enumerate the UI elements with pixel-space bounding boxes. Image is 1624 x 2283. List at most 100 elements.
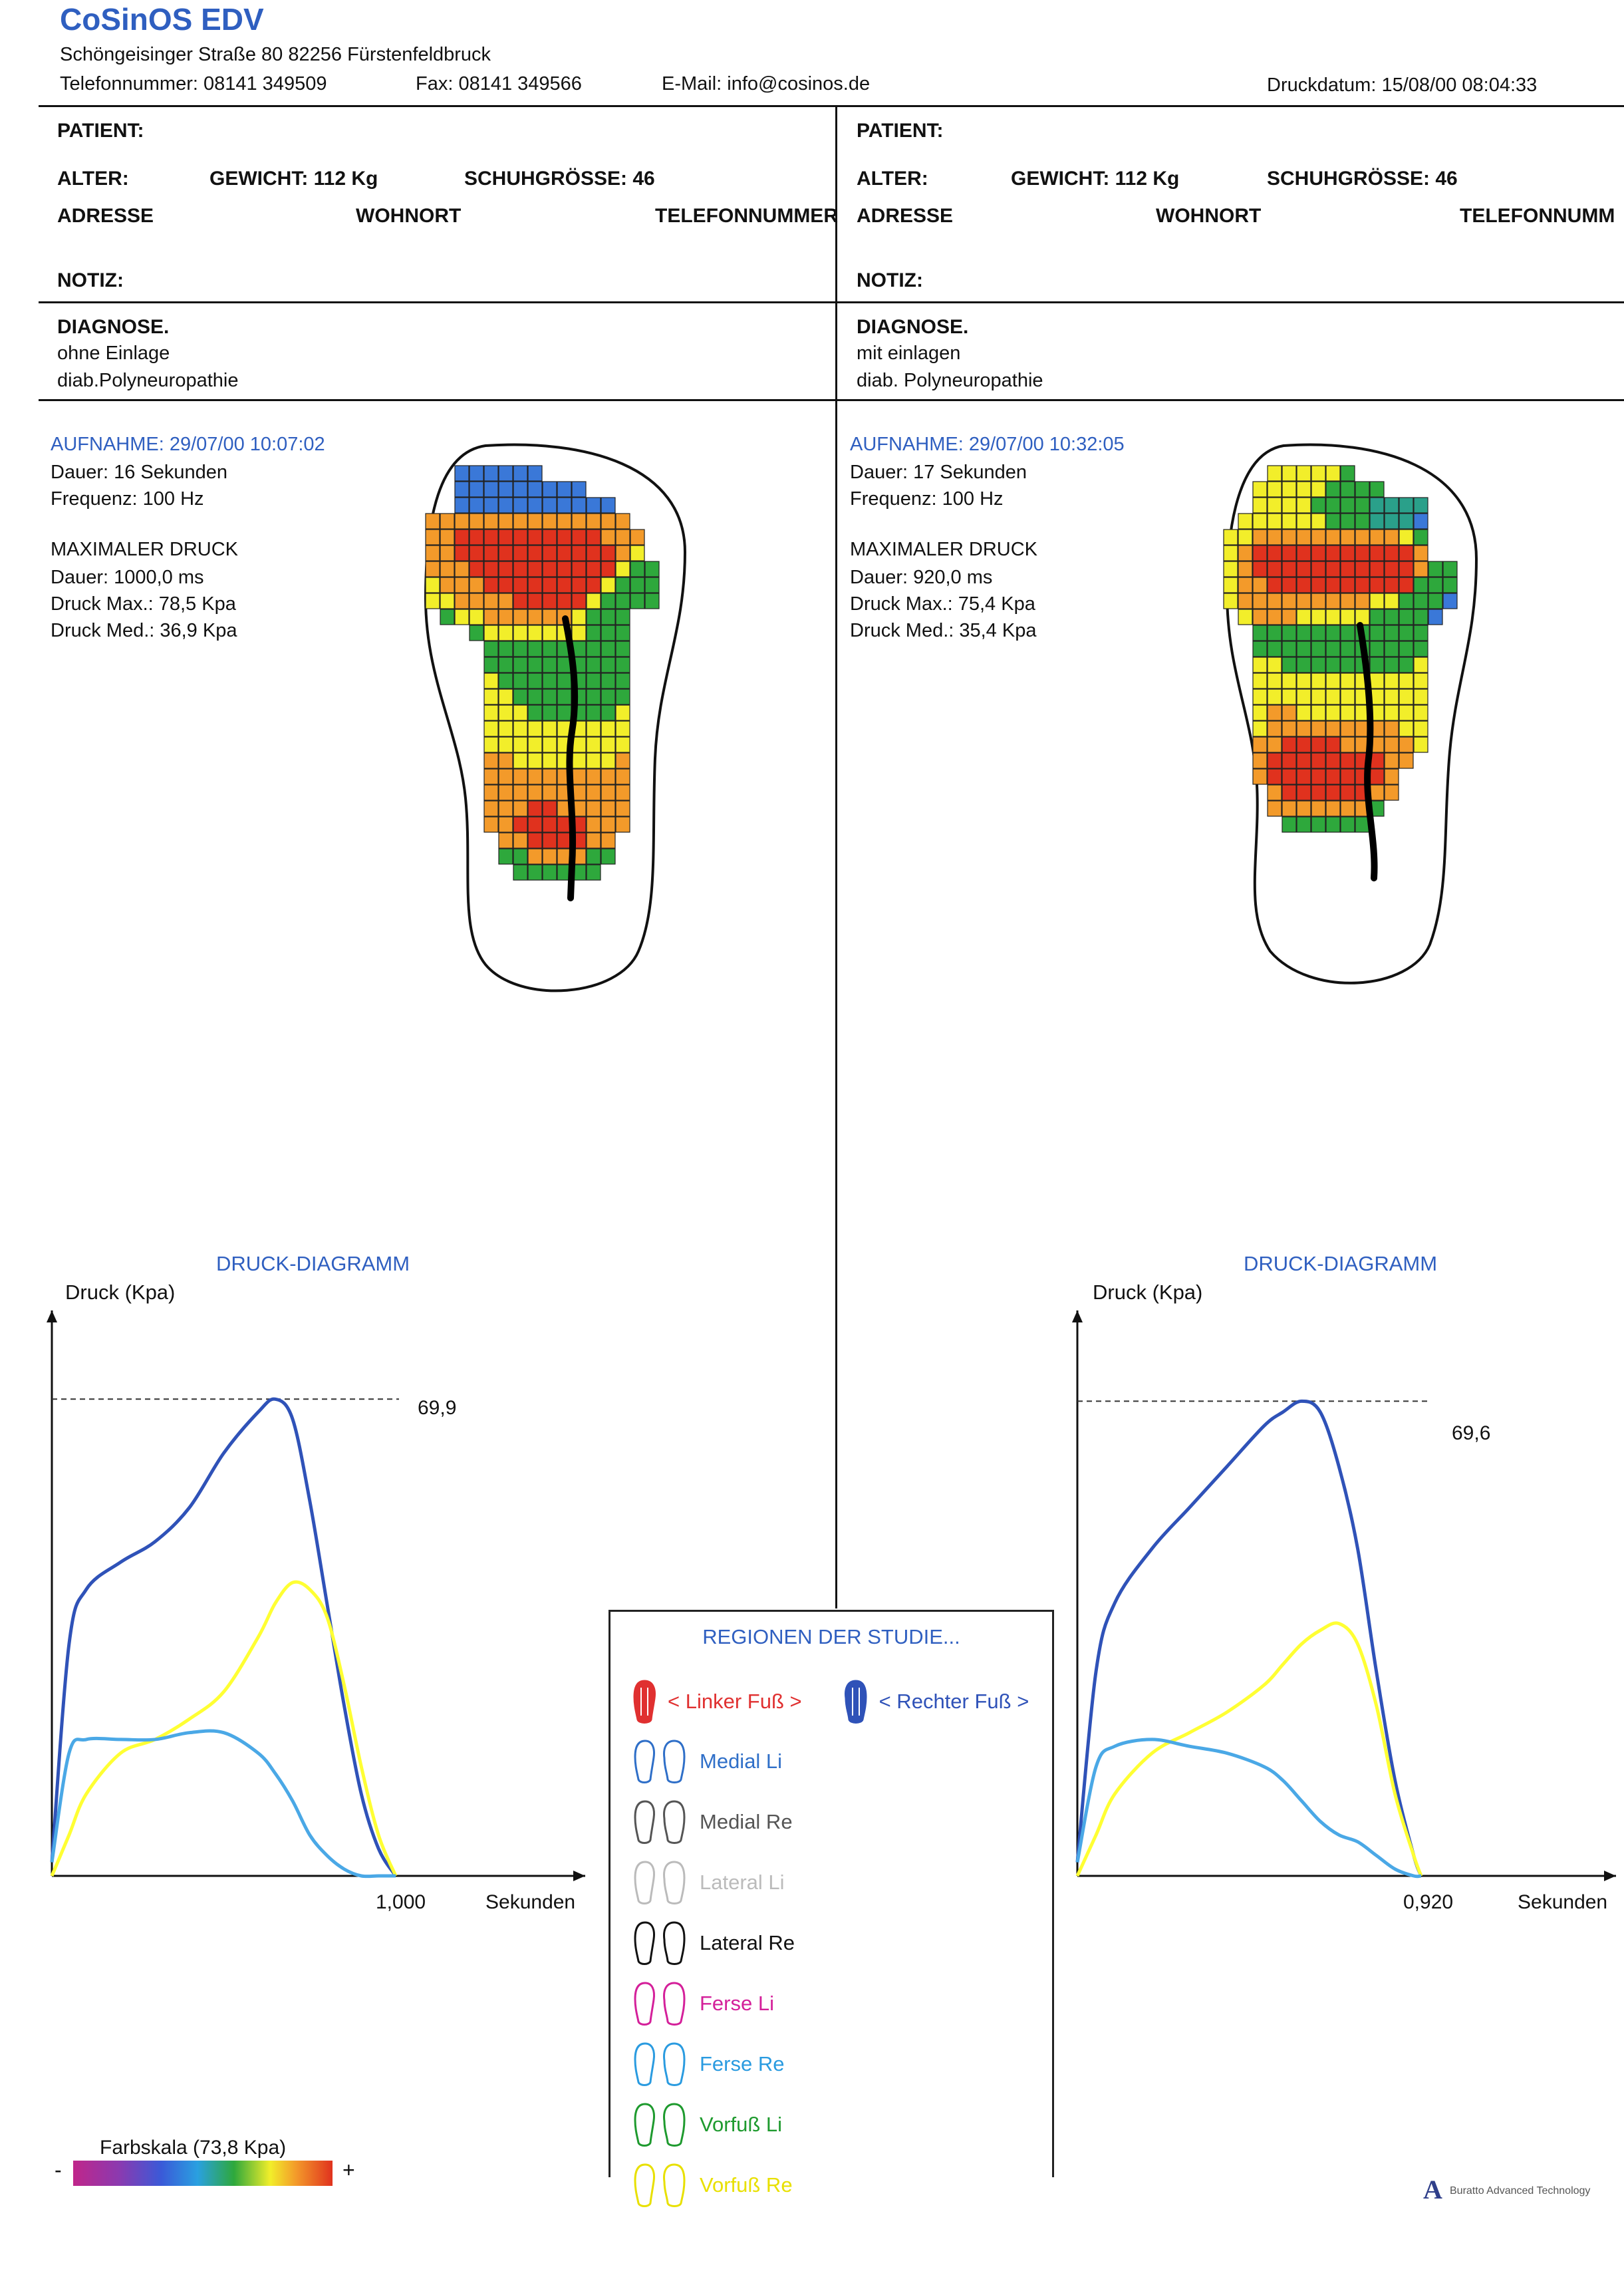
pressure-cell [1428, 561, 1443, 577]
pressure-cell [1384, 529, 1399, 545]
pressure-cell [1267, 752, 1282, 769]
pressure-cell [571, 481, 587, 498]
pressure-cell [1442, 561, 1458, 577]
pressure-cell [615, 688, 630, 705]
pressure-cell [1413, 641, 1428, 657]
print-date: Druckdatum: 15/08/00 08:04:33 [1267, 75, 1538, 96]
pressure-cell [1296, 577, 1311, 593]
legend-item[interactable]: Lateral Re [630, 1920, 795, 1966]
pressure-cell [1325, 720, 1341, 737]
legend-item[interactable]: Vorfuß Re [630, 2162, 793, 2208]
pressure-cell [498, 593, 513, 609]
pressure-cell [1267, 720, 1282, 737]
pressure-cell [1325, 688, 1341, 705]
pressure-cell [1325, 800, 1341, 817]
legend-item-label: Ferse Re [700, 2052, 785, 2075]
pressure-cell [586, 784, 601, 801]
region-feet-icon [634, 2163, 686, 2207]
left-duration: Dauer: 16 Sekunden [51, 462, 228, 483]
pressure-cell [586, 768, 601, 785]
left-age-label: ALTER: [57, 168, 129, 190]
pressure-cell [542, 609, 557, 625]
pressure-cell [1384, 752, 1399, 769]
pressure-cell [542, 641, 557, 657]
pressure-cell [1238, 593, 1253, 609]
pressure-cell [1223, 593, 1238, 609]
pressure-cell [1355, 513, 1370, 530]
pressure-cell [498, 704, 513, 721]
pressure-cell [1340, 577, 1355, 593]
legend-item[interactable]: Ferse Re [630, 2041, 784, 2087]
pressure-cell [1282, 625, 1297, 641]
pressure-cell [1340, 657, 1355, 673]
pressure-cell [557, 513, 572, 530]
pressure-cell [1399, 545, 1414, 561]
legend-title: REGIONEN DER STUDIE... [702, 1625, 960, 1648]
pressure-cell [1399, 593, 1414, 609]
pressure-cell [644, 561, 660, 577]
pressure-cell [483, 657, 499, 673]
pressure-cell [1325, 561, 1341, 577]
left-recording: AUFNAHME: 29/07/00 10:07:02 [51, 434, 325, 455]
right-diagnosis-line2: diab. Polyneuropathie [857, 370, 1043, 391]
pressure-cell [1282, 561, 1297, 577]
legend-item[interactable]: Vorfuß Li [630, 2101, 782, 2148]
right-note-label: NOTIZ: [857, 269, 923, 291]
pressure-cell [1384, 545, 1399, 561]
pressure-cell [483, 784, 499, 801]
right-foot-pressure-map [1223, 443, 1478, 985]
pressure-cell [483, 513, 499, 530]
pressure-cell [1252, 497, 1268, 514]
pressure-cell [527, 720, 543, 737]
pressure-cell [557, 481, 572, 498]
pressure-cell [1428, 593, 1443, 609]
pressure-cell [615, 641, 630, 657]
pressure-cell [1413, 736, 1428, 753]
pressure-cell [1369, 784, 1385, 801]
pressure-cell [1267, 593, 1282, 609]
legend-item[interactable]: Medial Li [630, 1738, 782, 1785]
legend-item[interactable]: Lateral Li [630, 1859, 785, 1906]
pressure-cell [601, 832, 616, 849]
pressure-cell [483, 465, 499, 482]
pressure-cell [601, 704, 616, 721]
pressure-cell [1340, 720, 1355, 737]
pressure-cell [571, 625, 587, 641]
pressure-cell [440, 593, 455, 609]
pressure-cell [1252, 641, 1268, 657]
legend-item[interactable]: Medial Re [630, 1799, 793, 1845]
right-frequency: Frequenz: 100 Hz [850, 488, 1004, 510]
pressure-cell [1296, 768, 1311, 785]
header-divider [39, 105, 1624, 107]
right-chart-ylabel: Druck (Kpa) [1093, 1281, 1203, 1304]
legend-item[interactable]: Ferse Li [630, 1980, 774, 2027]
pressure-cell [527, 816, 543, 833]
pressure-cell [483, 609, 499, 625]
pressure-cell [483, 720, 499, 737]
pressure-cell [527, 561, 543, 577]
pressure-cell [542, 673, 557, 689]
pressure-cell [1355, 593, 1370, 609]
pressure-cell [601, 577, 616, 593]
pressure-cell [615, 657, 630, 673]
left-note-label: NOTIZ: [57, 269, 124, 291]
pressure-cell [469, 545, 484, 561]
pressure-cell [498, 465, 513, 482]
pressure-cell [469, 513, 484, 530]
pressure-cell [1413, 545, 1428, 561]
legend-left-foot[interactable]: < Linker Fuß > < Rechter Fuß > [630, 1678, 1029, 1725]
series-line [50, 1397, 398, 1877]
pressure-cell [1296, 481, 1311, 498]
pressure-cell [1340, 497, 1355, 514]
pressure-cell [513, 497, 528, 514]
pressure-cell [483, 529, 499, 545]
pressure-cell [1238, 529, 1253, 545]
pressure-cell [1340, 481, 1355, 498]
company-fax: Fax: 08141 349566 [416, 73, 582, 94]
pressure-cell [557, 577, 572, 593]
region-feet-icon [634, 2103, 686, 2147]
pressure-cell [571, 513, 587, 530]
pressure-cell [542, 688, 557, 705]
pressure-cell [1238, 577, 1253, 593]
pressure-cell [527, 641, 543, 657]
